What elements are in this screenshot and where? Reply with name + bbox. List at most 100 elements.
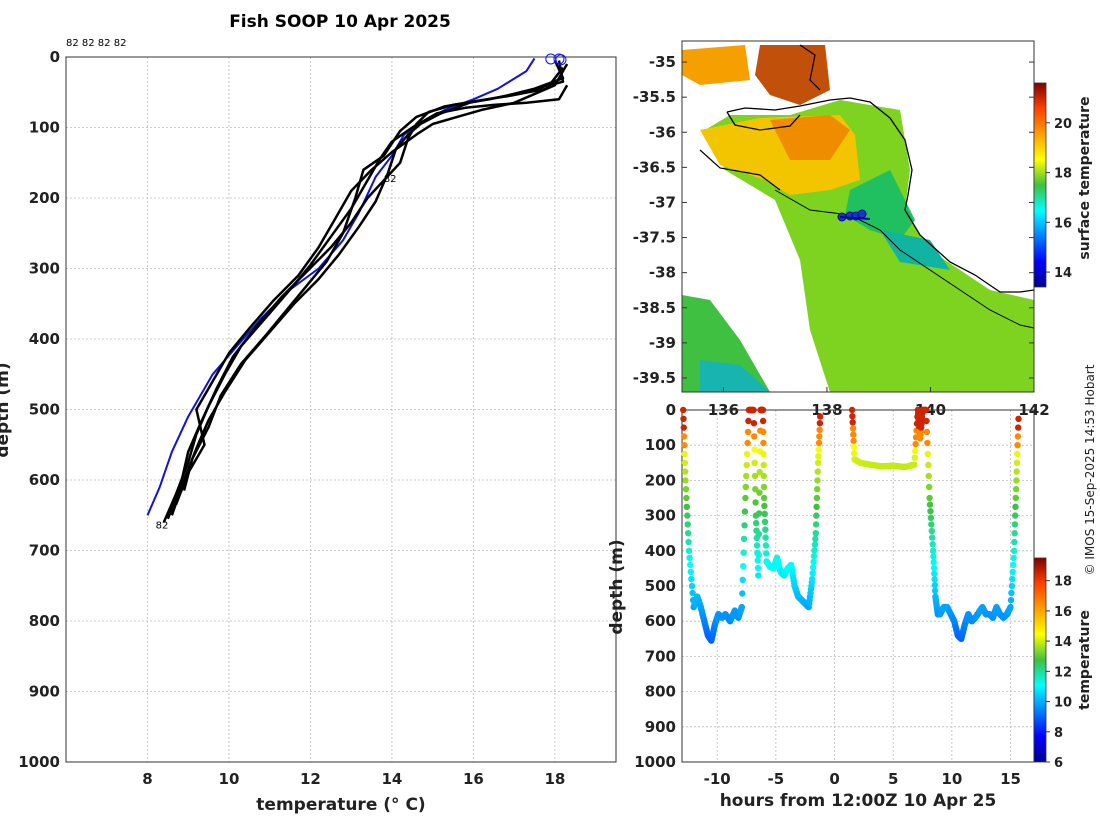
depth-point xyxy=(759,417,767,425)
depth-point xyxy=(1013,477,1020,484)
depth-point xyxy=(683,494,690,502)
depth-point xyxy=(686,554,693,561)
credit-text: © IMOS 15-Sep-2025 14:53 Hobart xyxy=(1083,364,1097,575)
depth-point xyxy=(1012,486,1020,493)
depth-point xyxy=(682,468,689,475)
depth-point xyxy=(1015,424,1022,431)
depth-point xyxy=(1014,450,1021,458)
profile-line-1 xyxy=(166,60,565,520)
map-sst-west-cold-patch xyxy=(700,360,770,392)
profile-mean-line xyxy=(146,57,536,516)
depth-point xyxy=(1010,554,1017,561)
depth-point xyxy=(812,521,820,528)
depth-point xyxy=(763,550,770,557)
depth-y-tick-label: 900 xyxy=(645,718,676,736)
depth-colorbar-tick-label: 6 xyxy=(1054,756,1063,771)
depth-point xyxy=(925,461,932,469)
depth-point xyxy=(751,446,758,453)
depth-point xyxy=(912,447,919,455)
map-colorbar-tick-label: 18 xyxy=(1054,167,1072,182)
depth-point xyxy=(681,459,689,466)
depth-point xyxy=(688,575,695,583)
depth-point xyxy=(751,433,758,440)
map-y-tick-label: -38.5 xyxy=(633,299,676,317)
depth-y-tick-label: 200 xyxy=(645,471,676,489)
depth-point xyxy=(755,510,763,517)
map-track-line xyxy=(774,189,1034,329)
depth-point xyxy=(1008,582,1016,590)
depth-colorbar-tick-label: 14 xyxy=(1054,635,1072,650)
depth-point xyxy=(813,512,820,519)
depth-point xyxy=(680,406,687,414)
depth-y-tick-label: 1000 xyxy=(634,753,676,771)
depth-point xyxy=(1008,589,1015,597)
depth-point xyxy=(851,449,858,457)
depth-point xyxy=(1010,561,1017,569)
map-y-tick-label: -36.5 xyxy=(633,158,676,176)
map-coastline-gulf xyxy=(726,111,801,131)
depth-point xyxy=(930,559,937,566)
depth-colorbar-tick-label: 10 xyxy=(1054,696,1072,711)
depth-point xyxy=(753,542,761,549)
depth-point xyxy=(1007,603,1014,611)
depth-point xyxy=(761,502,768,510)
depth-point xyxy=(750,420,758,427)
depth-point xyxy=(1010,547,1018,554)
depth-point xyxy=(1015,415,1022,422)
depth-point xyxy=(1012,512,1019,519)
depth-point xyxy=(760,450,767,458)
profile-line-2 xyxy=(170,59,565,516)
depth-colorbar-label: temperature xyxy=(1077,610,1093,710)
depth-point xyxy=(923,417,930,425)
depth-point xyxy=(755,530,763,538)
profile-axes-box xyxy=(65,56,617,763)
depth-colorbar xyxy=(1033,557,1047,763)
depth-point xyxy=(742,483,749,491)
depth-y-tick-label: 0 xyxy=(666,401,676,419)
map-coastline-peninsula xyxy=(699,149,781,191)
depth-colorbar-ticks: 6 8 10 12 14 16 18 xyxy=(1046,575,1072,771)
depth-point xyxy=(685,547,693,554)
depth-x-tick-label: 15 xyxy=(1000,770,1021,788)
map-colorbar-tick-label: 16 xyxy=(1054,216,1072,231)
depth-point xyxy=(810,558,817,565)
map-colorbar-tick-label: 20 xyxy=(1054,117,1072,132)
depth-point xyxy=(762,542,770,549)
depth-point xyxy=(1009,568,1016,576)
depth-point xyxy=(681,442,688,449)
map-y-tick-label: -35.5 xyxy=(633,88,676,106)
depth-point xyxy=(850,443,858,451)
depth-point xyxy=(755,551,762,558)
depth-point xyxy=(811,541,819,548)
map-colorbar-label: surface temperature xyxy=(1077,96,1093,259)
map-y-tick-label: -38 xyxy=(649,264,676,282)
profile-y-tick-label: 1000 xyxy=(18,753,60,771)
depth-colorbar-tick-label: 12 xyxy=(1054,665,1072,680)
map-colorbar-tick-label: 14 xyxy=(1054,266,1072,281)
depth-point xyxy=(814,486,821,493)
depth-point xyxy=(739,590,746,597)
depth-y-tick-label: 400 xyxy=(645,542,676,560)
depth-point xyxy=(751,472,759,480)
depth-point xyxy=(816,433,823,440)
profile-y-tick-label: 400 xyxy=(29,330,60,348)
depth-point xyxy=(762,534,769,541)
depth-point xyxy=(1012,494,1019,502)
depth-point xyxy=(925,472,932,480)
depth-point xyxy=(811,547,818,554)
profile-line-4 xyxy=(182,66,564,491)
depth-point xyxy=(929,534,936,541)
depth-point xyxy=(848,406,856,414)
map-y-tick-label: -37 xyxy=(649,193,676,211)
depth-y-tick-label: 800 xyxy=(645,683,676,701)
profile-y-tick-label: 700 xyxy=(29,542,60,560)
depth-y-label: depth (m) xyxy=(607,539,627,634)
depth-point xyxy=(740,549,747,556)
depth-point xyxy=(928,521,935,528)
depth-point xyxy=(1011,530,1018,537)
depth-point xyxy=(816,426,823,433)
depth-point xyxy=(1007,596,1015,604)
depth-point xyxy=(741,522,748,529)
depth-series-points xyxy=(680,406,1022,644)
